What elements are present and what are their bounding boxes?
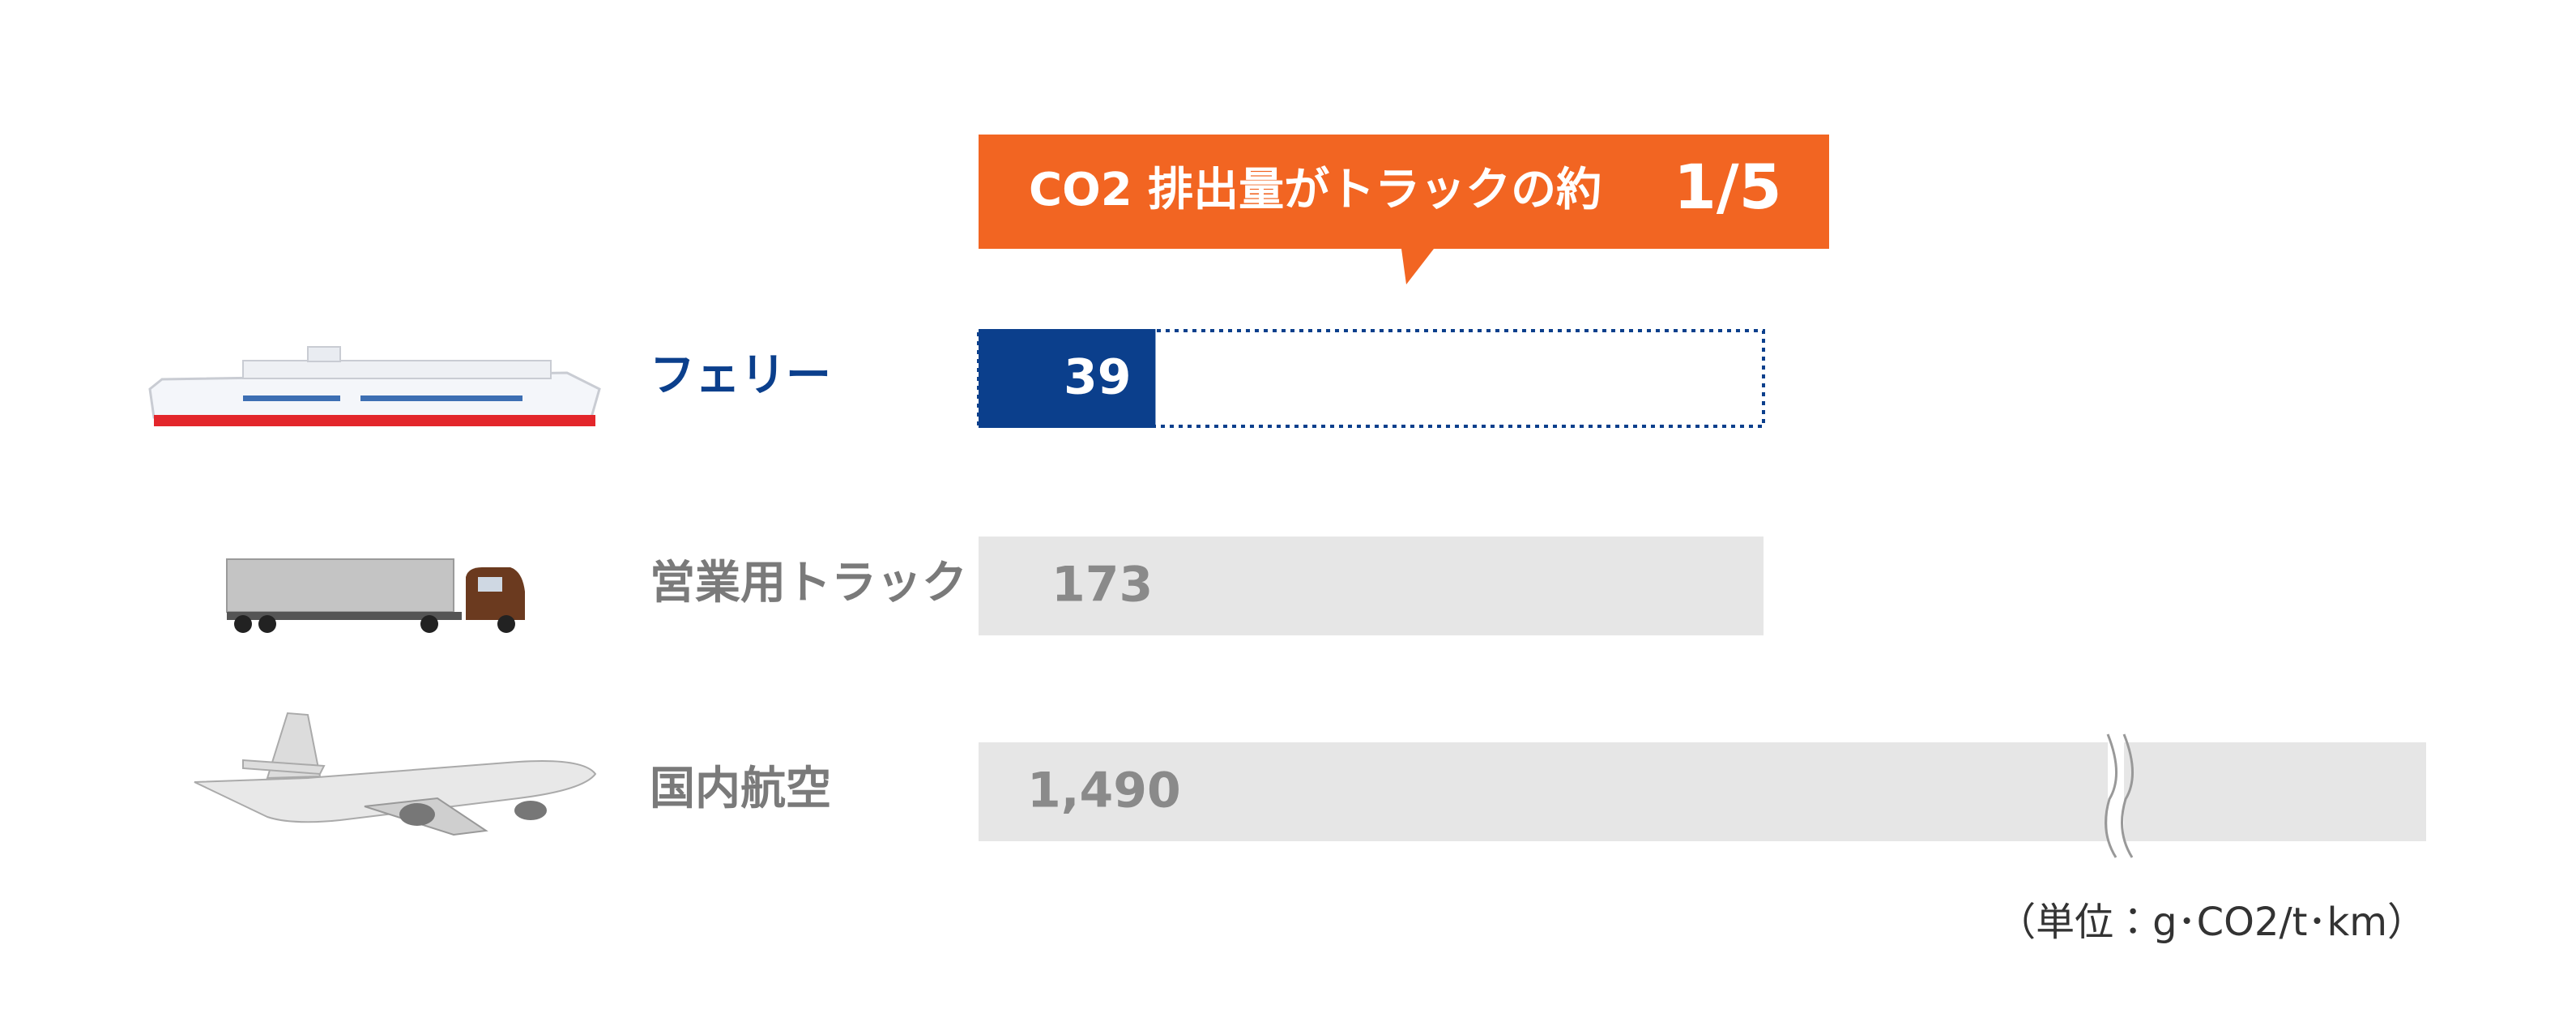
- value-label: 39: [1064, 349, 1132, 406]
- value-label: 1,490: [1027, 763, 1181, 819]
- unit-note: （単位：g･CO2/t･km）: [1997, 900, 2426, 945]
- ferry-icon: [148, 346, 601, 426]
- callout-text: CO2 排出量がトラックの約: [1029, 164, 1601, 216]
- category-label: フェリー: [650, 349, 831, 402]
- category-label: 国内航空: [650, 763, 831, 815]
- category-label: 営業用トラック: [650, 557, 967, 609]
- axis-break: [2121, 733, 2134, 858]
- truck-icon: [226, 558, 525, 633]
- axis-break-gap: [2108, 734, 2124, 849]
- plane-icon: [194, 712, 597, 836]
- callout-box: [979, 135, 1829, 284]
- callout-emphasis: 1/5: [1674, 151, 1782, 223]
- value-label: 173: [1051, 557, 1153, 613]
- bar: [979, 537, 1764, 635]
- axis-break: [2105, 733, 2118, 858]
- bar: [979, 329, 1156, 428]
- callout: CO2 排出量がトラックの約 1/5: [979, 135, 1829, 284]
- bar: [979, 742, 2426, 841]
